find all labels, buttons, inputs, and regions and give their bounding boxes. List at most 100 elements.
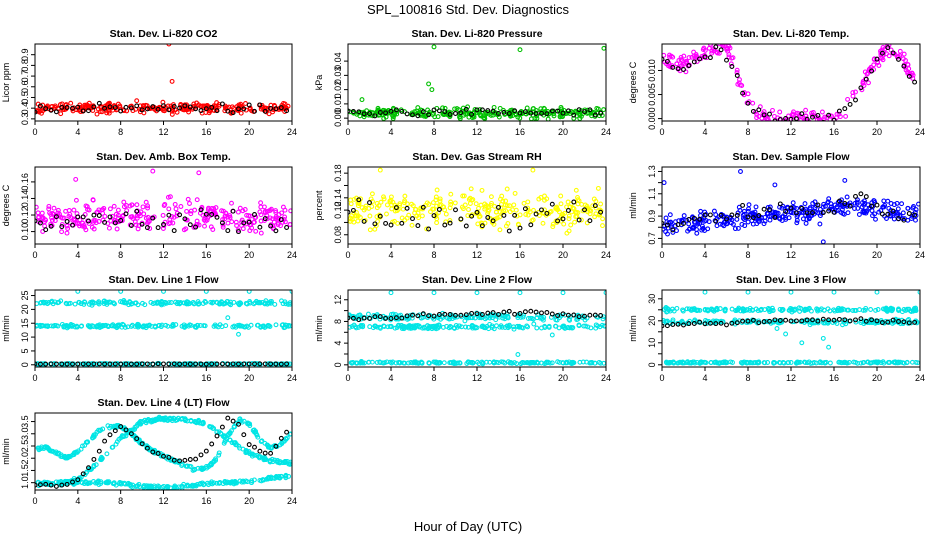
data-point xyxy=(167,220,173,226)
data-point xyxy=(598,209,604,215)
data-point xyxy=(879,50,885,56)
y-tick-label: 0.12 xyxy=(333,201,343,219)
data-point xyxy=(490,218,496,224)
data-point xyxy=(263,298,269,304)
data-point xyxy=(885,45,891,51)
data-point xyxy=(198,207,204,213)
data-point xyxy=(716,360,722,366)
data-point xyxy=(750,108,756,114)
data-point xyxy=(873,307,879,313)
data-point xyxy=(257,477,263,483)
data-point xyxy=(575,201,581,207)
data-point xyxy=(752,360,758,366)
x-tick-label: 12 xyxy=(472,127,482,137)
data-point xyxy=(853,317,858,323)
data-point xyxy=(395,220,401,226)
data-point xyxy=(35,109,38,115)
data-point xyxy=(855,205,861,211)
data-point xyxy=(817,360,823,366)
data-point xyxy=(691,215,697,221)
data-point xyxy=(810,210,815,216)
data-point xyxy=(767,207,772,213)
data-point xyxy=(821,201,827,207)
data-point xyxy=(101,299,107,305)
data-point xyxy=(663,306,669,312)
data-point xyxy=(173,206,179,212)
data-point xyxy=(91,212,97,218)
data-point xyxy=(573,187,579,193)
panel-title: Stan. Dev. Amb. Box Temp. xyxy=(96,151,231,163)
data-point xyxy=(890,317,896,323)
data-point xyxy=(262,216,268,222)
data-point xyxy=(273,443,279,449)
data-point xyxy=(160,212,166,218)
data-point xyxy=(35,218,38,224)
data-point xyxy=(832,308,838,314)
data-point xyxy=(436,312,442,317)
data-point xyxy=(880,359,886,365)
data-point xyxy=(107,214,113,220)
data-point xyxy=(506,308,512,314)
data-point xyxy=(571,115,577,121)
series-2 xyxy=(662,44,918,121)
data-point xyxy=(488,194,494,200)
data-point xyxy=(96,323,102,329)
series-2 xyxy=(35,207,290,235)
data-point xyxy=(194,481,200,487)
data-point xyxy=(234,223,240,228)
data-point xyxy=(43,227,49,233)
x-tick-label: 20 xyxy=(872,373,882,383)
data-point xyxy=(592,112,598,118)
data-point xyxy=(804,210,810,216)
data-point xyxy=(799,318,805,324)
data-point xyxy=(164,484,170,490)
data-point xyxy=(139,441,145,447)
data-point xyxy=(534,325,540,331)
data-point xyxy=(75,214,81,220)
data-point xyxy=(821,119,826,121)
data-point xyxy=(359,97,365,103)
data-point xyxy=(147,226,153,231)
data-point xyxy=(740,212,746,218)
y-axis-label: kPa xyxy=(314,75,324,91)
data-point xyxy=(820,335,826,341)
data-point xyxy=(836,359,842,365)
data-point xyxy=(539,110,544,116)
data-point xyxy=(866,80,871,86)
data-point xyxy=(899,201,905,207)
data-point xyxy=(732,226,738,232)
data-point xyxy=(479,187,485,193)
data-point xyxy=(206,205,211,211)
y-tick-label: 0.9 xyxy=(647,210,657,223)
data-point xyxy=(496,204,501,210)
data-point xyxy=(48,107,54,113)
data-point xyxy=(434,323,440,329)
data-point xyxy=(517,290,523,296)
data-point xyxy=(83,227,89,233)
data-point xyxy=(225,214,231,220)
data-point xyxy=(273,208,279,214)
data-point xyxy=(400,206,406,212)
data-point xyxy=(188,208,194,214)
data-point xyxy=(259,438,265,444)
data-point xyxy=(90,197,96,203)
data-point xyxy=(507,203,512,209)
x-tick-label: 12 xyxy=(158,250,168,260)
data-point xyxy=(64,105,70,110)
data-point xyxy=(740,90,746,96)
data-point xyxy=(590,203,596,209)
data-point xyxy=(783,331,789,337)
data-point xyxy=(789,112,795,118)
data-point xyxy=(202,223,207,229)
data-point xyxy=(118,424,124,430)
data-point xyxy=(766,119,772,121)
data-point xyxy=(361,218,367,224)
data-point xyxy=(276,460,282,466)
data-point xyxy=(758,307,764,313)
data-point xyxy=(576,323,582,329)
data-point xyxy=(134,423,140,429)
data-point xyxy=(118,480,124,486)
data-point xyxy=(193,224,199,230)
